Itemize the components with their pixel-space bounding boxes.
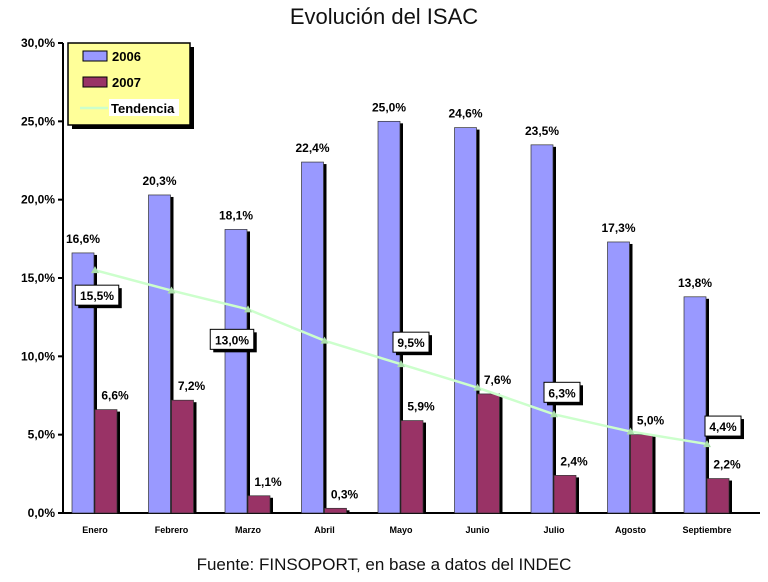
y-tick-label: 0,0%	[28, 506, 56, 520]
legend-label-bg	[109, 99, 179, 116]
trend-point	[244, 305, 252, 313]
bar-2007	[324, 507, 347, 514]
bar-2007	[247, 495, 271, 514]
bar-2007	[553, 475, 577, 514]
data-label-2006: 25,0%	[372, 100, 406, 114]
trend-label-box	[392, 331, 430, 353]
data-label-tendencia: 13,0%	[215, 333, 249, 347]
data-label-2006: 23,5%	[525, 124, 559, 138]
data-label-2007: 0,3%	[331, 487, 359, 501]
bar-2006	[607, 241, 630, 514]
bar-2006	[224, 229, 248, 514]
data-label-tendencia: 4,4%	[709, 420, 737, 434]
x-tick-label: Enero	[82, 525, 108, 535]
data-label-tendencia: 6,3%	[548, 386, 576, 400]
trend-label-box	[209, 328, 255, 350]
data-label-2007: 7,6%	[484, 373, 512, 387]
bar-2006	[377, 120, 401, 514]
y-tick-label: 5,0%	[28, 428, 56, 442]
x-tick-label: Agosto	[615, 525, 646, 535]
data-label-2007: 7,2%	[178, 379, 206, 393]
data-label-2007: 6,6%	[101, 389, 129, 403]
bar-2006	[530, 144, 554, 514]
legend-label-tendencia: Tendencia	[111, 101, 175, 116]
legend-label-2006: 2006	[112, 49, 141, 64]
x-tick-label: Julio	[543, 525, 565, 535]
chart-title: Evolución del ISAC	[289, 4, 479, 29]
data-label-2006: 18,1%	[219, 208, 253, 222]
x-tick-label: Marzo	[235, 525, 262, 535]
data-label-2007: 5,9%	[407, 400, 435, 414]
bar-2006	[71, 252, 95, 514]
bar-2007	[630, 434, 653, 514]
data-label-2007: 1,1%	[254, 475, 282, 489]
trend-point	[320, 336, 329, 344]
x-tick-label: Febrero	[155, 525, 189, 535]
chart-source: Fuente: FINSOPORT, en base a datos del I…	[196, 555, 572, 574]
bar-2006	[301, 161, 324, 514]
trend-point	[473, 383, 482, 391]
bar-2007	[477, 393, 500, 514]
data-label-2007: 5,0%	[637, 414, 665, 428]
data-label-2006: 22,4%	[295, 141, 329, 155]
legend-swatch-2006	[82, 50, 108, 62]
y-tick-label: 15,0%	[21, 271, 55, 285]
x-tick-label: Mayo	[389, 525, 413, 535]
data-label-2006: 16,6%	[66, 232, 100, 246]
y-tick-label: 20,0%	[21, 193, 55, 207]
data-label-2006: 13,8%	[678, 276, 712, 290]
bar-2007	[171, 399, 194, 514]
trend-point	[703, 440, 711, 448]
bar-2007	[706, 478, 730, 514]
bar-2006	[454, 127, 477, 514]
trend-label-box	[704, 415, 742, 437]
trend-point	[91, 266, 99, 274]
trend-point	[550, 410, 558, 418]
legend-label-2007: 2007	[112, 75, 141, 90]
trend-point	[626, 427, 635, 435]
data-label-2006: 17,3%	[601, 221, 635, 235]
trend-label-box	[543, 381, 581, 403]
trend-point	[397, 360, 405, 368]
data-label-2007: 2,2%	[713, 458, 741, 472]
trend-label-box	[74, 284, 120, 306]
data-label-tendencia: 9,5%	[397, 336, 425, 350]
x-tick-label: Abril	[314, 525, 335, 535]
bar-2007	[400, 420, 424, 514]
data-label-2006: 20,3%	[142, 174, 176, 188]
data-label-2007: 2,4%	[560, 454, 588, 468]
trend-point	[167, 286, 176, 294]
y-tick-label: 10,0%	[21, 349, 55, 363]
x-tick-label: Junio	[466, 525, 491, 535]
y-tick-label: 25,0%	[21, 114, 55, 128]
bar-2006	[683, 296, 707, 514]
data-label-2006: 24,6%	[448, 107, 482, 121]
bar-2006	[148, 194, 171, 514]
data-label-tendencia: 15,5%	[80, 289, 114, 303]
y-tick-label: 30,0%	[21, 36, 55, 50]
legend-swatch-2007	[82, 76, 108, 88]
bar-2007	[94, 409, 118, 514]
x-tick-label: Septiembre	[682, 525, 731, 535]
